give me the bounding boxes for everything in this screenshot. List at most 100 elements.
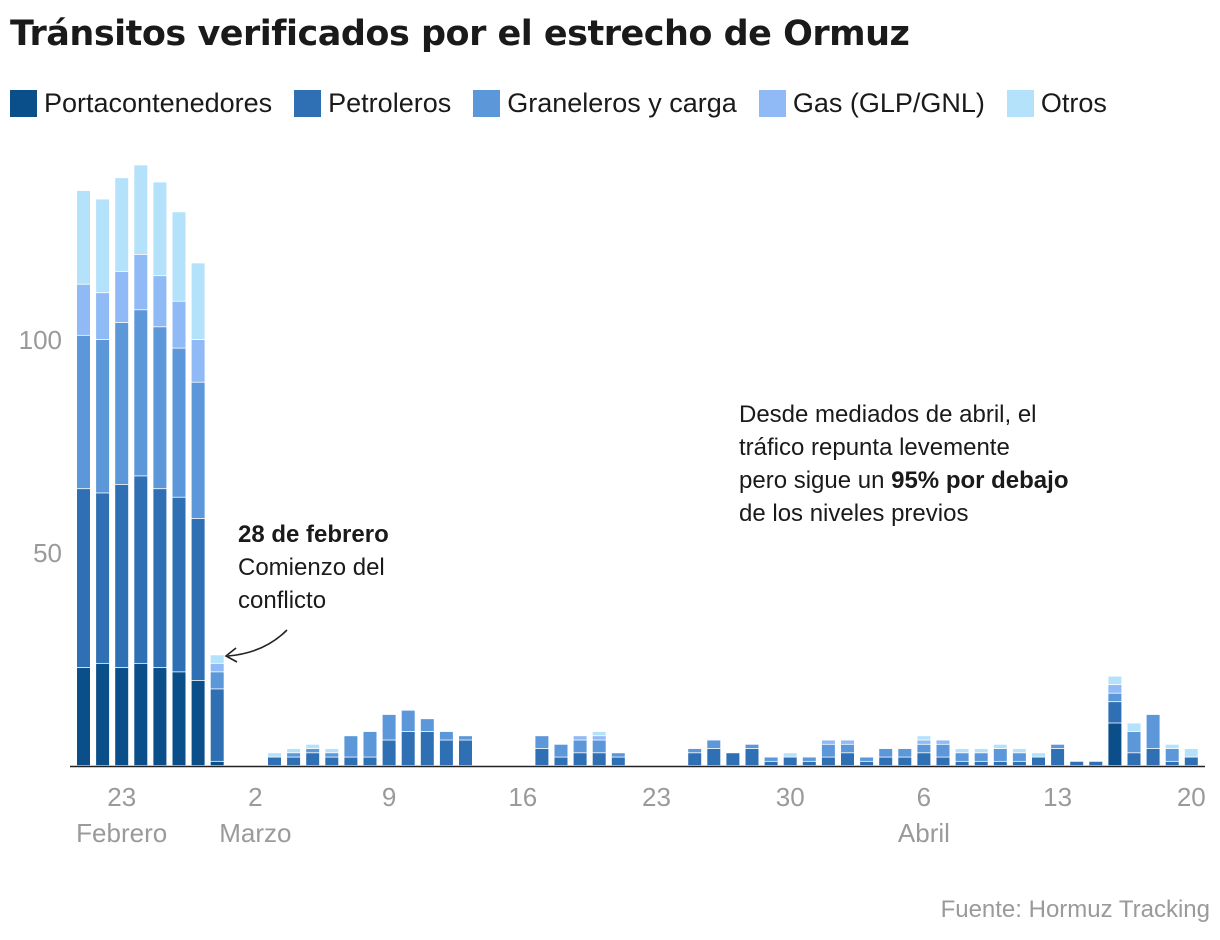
bar-segment-graneleros-y-carga (363, 731, 377, 757)
bar-segment-otros (268, 753, 281, 757)
bar-segment-petroleros (382, 740, 396, 766)
bar-segment-graneleros-y-carga (1165, 748, 1179, 761)
bar-segment-petroleros (134, 476, 148, 663)
bar-segment-otros (1108, 676, 1122, 685)
bar-segment-otros (592, 731, 606, 736)
bar-segment-petroleros (573, 753, 587, 766)
annotation-arrow (227, 629, 288, 657)
bar-segment-petroleros (879, 757, 893, 766)
bar-segment-graneleros-y-carga (917, 744, 931, 753)
x-tick-month-label: Abril (898, 818, 950, 848)
bar-segment-otros (1184, 748, 1198, 757)
bar-segment-petroleros (1032, 757, 1045, 766)
bar-segment-petroleros (268, 757, 281, 766)
bar-segment-petroleros (707, 748, 721, 766)
bar-segment-petroleros (1012, 761, 1026, 766)
bar-segment-graneleros-y-carga (325, 753, 339, 757)
bar-segment-graneleros-y-carga (439, 731, 453, 740)
bar-segment-graneleros-y-carga (879, 748, 893, 757)
bar-segment-petroleros (325, 757, 339, 766)
x-tick-label: 6 (917, 782, 931, 812)
bar-segment-gas-glp-gnl- (1108, 685, 1122, 693)
bar-segment-graneleros-y-carga (993, 748, 1007, 761)
x-tick-label: 30 (776, 782, 805, 812)
bar-segment-petroleros (974, 761, 988, 766)
bar-segment-gas-glp-gnl- (573, 736, 587, 740)
bar-segment-portacontenedores (191, 680, 205, 766)
legend-swatch-portacontenedores (10, 90, 37, 117)
april-annotation-line-2: tráfico repunta levemente (739, 434, 1010, 461)
bar-segment-graneleros-y-carga (1012, 753, 1026, 761)
x-tick-label: 23 (642, 782, 671, 812)
bar-segment-graneleros-y-carga (134, 310, 148, 476)
bar-segment-graneleros-y-carga (344, 736, 358, 757)
legend-label: Graneleros y carga (507, 88, 737, 118)
bar-segment-graneleros-y-carga (898, 748, 912, 757)
x-tick-month-label: Marzo (219, 818, 291, 848)
bar-segment-otros (917, 736, 931, 740)
bar-segment-petroleros (1089, 761, 1103, 766)
bar-segment-petroleros (1184, 757, 1198, 766)
x-tick-label: 16 (508, 782, 537, 812)
bar-segment-portacontenedores (115, 668, 129, 766)
bar-segment-portacontenedores (96, 663, 110, 766)
bar-segment-otros (1127, 723, 1141, 732)
bar-segment-graneleros-y-carga (1146, 714, 1160, 749)
bar-segment-portacontenedores (1108, 723, 1122, 766)
bar-segment-otros (210, 655, 224, 663)
bar-segment-graneleros-y-carga (115, 322, 129, 485)
bar-segment-otros (993, 744, 1007, 749)
bar-segment-otros (77, 190, 90, 284)
bar-segment-graneleros-y-carga (1051, 744, 1065, 749)
bar-segment-gas-glp-gnl- (917, 740, 931, 744)
bar-segment-graneleros-y-carga (1127, 731, 1141, 753)
y-tick-label: 100 (19, 325, 62, 355)
bar-segment-petroleros (363, 757, 377, 766)
x-tick-label: 20 (1177, 782, 1206, 812)
bar-segment-petroleros (688, 753, 702, 766)
bar-segment-petroleros (1146, 748, 1160, 766)
bar-segment-graneleros-y-carga (153, 327, 167, 489)
bar-segment-petroleros (745, 748, 759, 766)
bar-segment-graneleros-y-carga (592, 740, 606, 753)
bar-segment-gas-glp-gnl- (210, 663, 224, 672)
bar-segment-graneleros-y-carga (573, 740, 587, 753)
bar-segment-petroleros (420, 731, 434, 766)
legend-item-gas: Gas (GLP/GNL) (758, 88, 985, 119)
bar-segment-petroleros (860, 761, 874, 766)
bar-segment-graneleros-y-carga (821, 744, 835, 757)
bar-segment-petroleros (898, 757, 912, 766)
x-tick-label: 23 (107, 782, 136, 812)
bar-segment-graneleros-y-carga (1108, 693, 1122, 702)
bar-segment-graneleros-y-carga (96, 340, 110, 493)
legend-item-graneleros: Graneleros y carga (473, 88, 737, 119)
bar-segment-otros (325, 748, 339, 753)
bar-segment-portacontenedores (77, 668, 90, 766)
bar-segment-otros (783, 753, 797, 757)
bar-segment-petroleros (1070, 761, 1084, 766)
legend-swatch-gas (758, 90, 786, 117)
bar-segment-petroleros (821, 757, 835, 766)
legend-item-petroleros: Petroleros (294, 88, 451, 119)
bar-segment-petroleros (287, 757, 301, 766)
bar-segment-petroleros (726, 753, 740, 766)
bar-segment-petroleros (191, 518, 205, 680)
bar-segment-gas-glp-gnl- (936, 740, 950, 744)
bar-segment-gas-glp-gnl- (172, 301, 186, 348)
bar-segment-petroleros (1127, 753, 1141, 766)
bar-segment-gas-glp-gnl- (191, 340, 205, 382)
conflict-annotation-text-2: conflicto (238, 587, 327, 614)
bar-segment-graneleros-y-carga (306, 748, 320, 753)
bar-segment-otros (134, 165, 148, 254)
legend-label: Petroleros (328, 88, 452, 118)
bar-segment-otros (1012, 748, 1026, 753)
legend: Portacontenedores Petroleros Graneleros … (10, 88, 1129, 119)
bar-segment-otros (115, 178, 129, 272)
bar-segment-petroleros (592, 753, 606, 766)
april-annotation: Desde mediados de abril, el tráfico repu… (739, 398, 1068, 530)
bar-segment-otros (1032, 753, 1045, 757)
bar-segment-graneleros-y-carga (210, 672, 224, 689)
chart-title: Tránsitos verificados por el estrecho de… (10, 14, 910, 54)
april-annotation-line-1: Desde mediados de abril, el (739, 401, 1037, 428)
